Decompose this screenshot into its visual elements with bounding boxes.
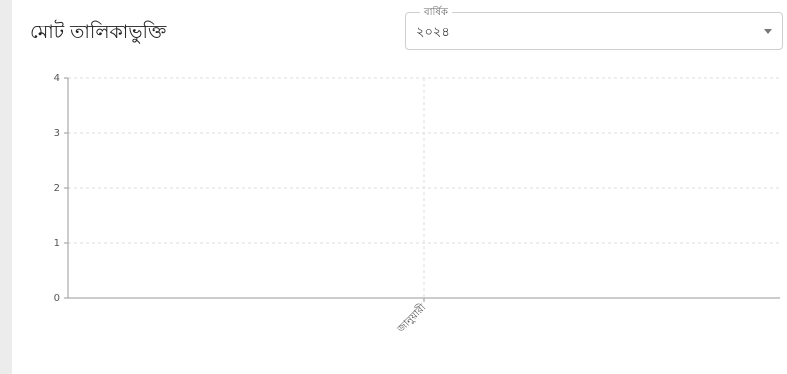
year-select[interactable]: বার্ষিক ২০২৪ [405,5,783,50]
dropdown-arrow[interactable] [764,29,772,34]
y-tick-label: 2 [54,183,60,194]
chart-title: মোট তালিকাভুক্তি [30,21,167,43]
y-tick-label: 3 [54,128,60,139]
x-tick-label: জানুয়ারী [394,301,429,336]
y-tick-label: 0 [54,293,60,304]
y-tick-label: 1 [54,238,60,249]
sidebar-edge [0,0,12,374]
y-tick-label: 4 [54,73,60,84]
select-value: ২০২৪ [416,25,450,40]
select-label: বার্ষিক [420,5,452,22]
